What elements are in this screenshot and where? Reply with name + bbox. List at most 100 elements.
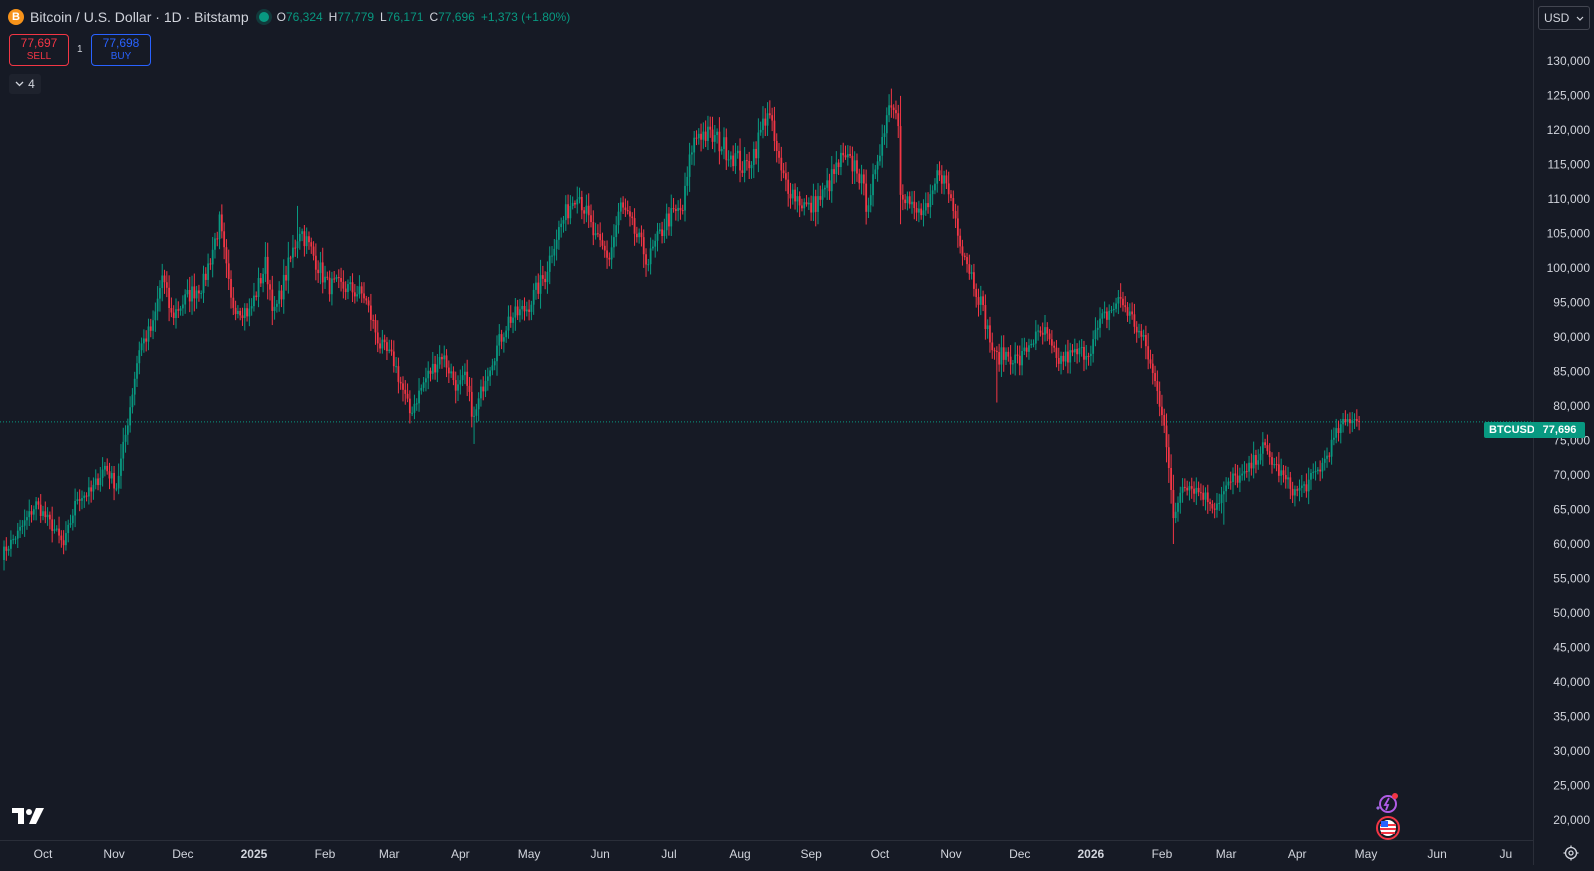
candle	[110, 465, 113, 484]
candle	[1211, 500, 1214, 514]
candle	[1220, 486, 1223, 514]
candle	[402, 376, 404, 402]
candle	[1314, 461, 1317, 481]
candle-body	[560, 223, 563, 228]
chevron-down-icon	[1576, 16, 1584, 21]
candle	[282, 259, 285, 314]
candle	[553, 239, 556, 267]
candle	[441, 353, 443, 369]
candle-body	[275, 303, 278, 307]
candle	[1206, 484, 1209, 514]
candle-body	[624, 207, 627, 211]
assistant-icon[interactable]	[1374, 792, 1400, 814]
candle	[67, 519, 70, 543]
candle-body	[947, 183, 950, 195]
candle-body	[562, 220, 565, 224]
candle-body	[920, 208, 923, 216]
candle-body	[984, 305, 987, 330]
candle	[23, 509, 26, 537]
time-axis[interactable]: Oct Nov Dec 2025 Feb Mar Apr May Jun Jul Aug Sep Oct…	[0, 840, 1533, 866]
candle	[1284, 465, 1287, 489]
candle-body	[76, 499, 79, 501]
candle	[425, 367, 427, 392]
currency-select[interactable]: USD	[1538, 6, 1590, 30]
candle	[477, 392, 480, 422]
candle	[936, 164, 939, 193]
chart-canvas[interactable]	[0, 0, 1533, 840]
candle	[911, 191, 913, 214]
candle	[94, 469, 97, 490]
candle	[296, 205, 299, 259]
candle	[874, 164, 877, 180]
candle-body	[954, 211, 957, 219]
candle-body	[443, 355, 446, 360]
candle-body	[227, 263, 230, 279]
candle	[457, 375, 459, 402]
candle-body	[1312, 471, 1315, 473]
candle-body	[1039, 330, 1042, 333]
candle-body	[553, 248, 556, 256]
candle	[732, 145, 735, 172]
candle-body	[454, 380, 457, 391]
candle	[1071, 344, 1074, 357]
candle-body	[647, 264, 650, 266]
candle-body	[477, 398, 480, 410]
candle-body	[269, 284, 271, 290]
candle-body	[65, 533, 67, 546]
candle	[576, 186, 579, 214]
candle-body	[567, 204, 569, 219]
candle-body	[1021, 350, 1023, 366]
candle	[97, 473, 99, 491]
candle	[26, 510, 28, 530]
candle-body	[608, 257, 611, 260]
candle-body	[798, 196, 801, 206]
candle-body	[931, 190, 934, 195]
price-tick-label: 115,000	[1548, 158, 1591, 172]
candle-body	[619, 202, 622, 212]
us-flag-icon[interactable]	[1375, 816, 1401, 840]
indicators-toggle-button[interactable]: 4	[9, 74, 41, 94]
candle-body	[716, 131, 719, 136]
candle	[1300, 474, 1303, 498]
candle	[1261, 432, 1264, 467]
symbol-legend[interactable]: B Bitcoin / U.S. Dollar · 1D · Bitstamp …	[8, 9, 570, 25]
candle-body	[1046, 327, 1049, 334]
candle	[842, 142, 845, 163]
candle-body	[959, 235, 962, 247]
candle	[115, 483, 118, 492]
candle	[789, 182, 792, 209]
candle	[752, 141, 755, 179]
candle	[1083, 340, 1085, 372]
candle-body	[1335, 428, 1338, 438]
candlestick-chart[interactable]	[0, 0, 1533, 840]
candle-body	[688, 154, 691, 177]
candle-body	[388, 349, 391, 351]
candle-body	[92, 484, 95, 492]
candle	[30, 505, 33, 523]
candle	[147, 318, 150, 351]
settings-gear-icon[interactable]	[1563, 845, 1579, 861]
candle-body	[379, 343, 381, 349]
candle	[1245, 463, 1248, 478]
symbol-title[interactable]: Bitcoin / U.S. Dollar · 1D · Bitstamp	[30, 9, 249, 25]
candle	[390, 339, 393, 356]
candle-body	[14, 538, 17, 540]
candle-body	[241, 315, 244, 319]
candle	[823, 185, 826, 198]
candle	[906, 191, 909, 211]
tradingview-logo-icon[interactable]	[12, 808, 44, 824]
candle-body	[952, 198, 955, 212]
candle	[191, 275, 193, 315]
candle-body	[317, 269, 320, 274]
candle	[209, 258, 212, 270]
candle-body	[849, 154, 851, 156]
time-tick-label: Apr	[1288, 847, 1307, 861]
sell-button[interactable]: 77,697 SELL	[9, 34, 69, 66]
candle	[603, 240, 606, 258]
candle	[876, 154, 879, 182]
candle-body	[402, 383, 404, 390]
candle	[1144, 325, 1147, 360]
candle-body	[129, 407, 132, 426]
buy-button[interactable]: 77,698 BUY	[91, 34, 151, 66]
candle-body	[1314, 471, 1317, 473]
